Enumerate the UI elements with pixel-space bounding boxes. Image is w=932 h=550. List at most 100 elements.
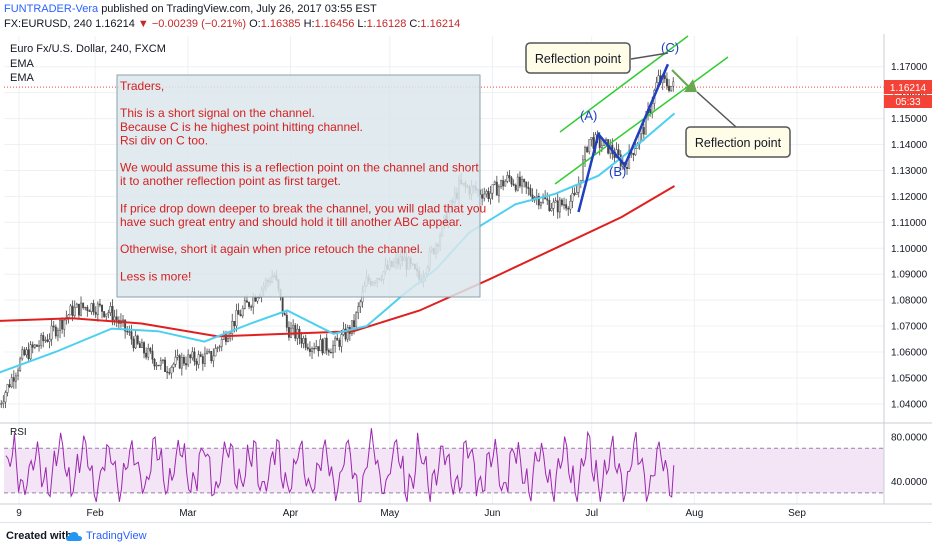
candle-body [550, 208, 553, 212]
candle-body [558, 199, 561, 213]
candle-body [588, 139, 591, 153]
candle-body [235, 310, 238, 327]
footer-brand-link[interactable]: TradingView [86, 530, 147, 542]
candle-body [584, 147, 586, 161]
candle-body [21, 349, 24, 360]
candle-body [67, 314, 70, 318]
candle-body [12, 377, 15, 382]
high-label: H: [303, 18, 315, 30]
candle-body [350, 320, 353, 334]
candle-body [122, 319, 124, 321]
note-line: This is a short signal on the channel. [120, 106, 315, 120]
price-chart[interactable]: 1.170001.160001.150001.140001.130001.120… [0, 34, 932, 522]
candle-body [168, 372, 171, 374]
candle-body [8, 384, 11, 388]
candle-body [571, 193, 574, 202]
callout-top[interactable]: Reflection point [525, 42, 669, 74]
candle-body [527, 186, 530, 189]
candle-body [634, 148, 637, 156]
callout-right[interactable]: Reflection point [685, 91, 791, 158]
candle-body [537, 195, 540, 206]
candle-body [250, 306, 253, 308]
y-tick-label: 1.13000 [891, 166, 928, 177]
candle-body [63, 319, 66, 330]
candle-body [174, 357, 177, 365]
candle-body [35, 344, 38, 347]
legend-ema-1: EMA [10, 58, 35, 70]
candle-body [497, 186, 500, 196]
candle-body [23, 349, 26, 356]
y-tick-label: 1.09000 [891, 270, 928, 281]
candle-body [132, 338, 135, 349]
candle-body [178, 355, 181, 369]
x-tick-label: Apr [283, 508, 299, 519]
candle-body [344, 328, 347, 340]
candle-body [663, 75, 666, 80]
candle-body [325, 337, 328, 351]
candle-body [516, 176, 519, 191]
candle-body [510, 177, 513, 185]
candle-body [203, 353, 206, 364]
candle-body [306, 347, 309, 350]
candle-body [489, 192, 492, 199]
candle-body [483, 193, 486, 199]
chart-area[interactable]: 1.170001.160001.150001.140001.130001.120… [0, 34, 932, 522]
note-box[interactable]: Traders, This is a short signal on the ch… [116, 74, 486, 298]
author-link[interactable]: FUNTRADER-Vera [4, 3, 99, 15]
candle-body [143, 342, 145, 354]
candle-body [147, 348, 150, 358]
candle-body [109, 306, 112, 313]
candle-body [248, 302, 250, 307]
symbol-label: FX:EURUSD, 240 [4, 18, 93, 30]
candle-body [518, 176, 521, 187]
candle-body [304, 338, 307, 348]
legend-ema-2: EMA [10, 72, 35, 84]
low-value: 1.16128 [366, 18, 407, 30]
candle-body [145, 352, 148, 358]
candle-body [210, 351, 213, 362]
candle-body [353, 320, 355, 327]
close-label: C: [409, 18, 421, 30]
candle-body [86, 306, 89, 311]
candle-body [124, 319, 127, 332]
candle-body [199, 354, 202, 357]
note-line: Otherwise, short it again when price ret… [120, 242, 423, 256]
candle-body [514, 184, 517, 191]
candle-body [61, 319, 64, 330]
candle-body [10, 377, 13, 388]
candle-body [512, 183, 515, 186]
candle-body [539, 202, 542, 206]
abc-wave-line [577, 63, 670, 213]
tradingview-cloud-icon [66, 532, 82, 541]
x-tick-label: 9 [16, 508, 22, 519]
candle-body [237, 310, 240, 315]
candle-body [189, 354, 192, 359]
candle-body [525, 181, 528, 188]
candle-body [565, 204, 568, 209]
candle-body [617, 149, 620, 155]
candle-body [136, 335, 139, 344]
candle-body [166, 371, 169, 373]
candle-body [197, 354, 200, 365]
x-tick-label: Feb [87, 508, 105, 519]
candle-body [90, 303, 93, 312]
candle-body [329, 351, 332, 354]
candle-body [140, 342, 143, 348]
candle-body [105, 313, 108, 317]
candle-body [170, 367, 173, 374]
candle-body [302, 338, 305, 344]
candle-body [567, 207, 570, 210]
close-value: 1.16214 [420, 18, 461, 30]
candle-body [193, 351, 196, 362]
candle-body [103, 311, 106, 317]
candle-body [187, 354, 190, 366]
note-line: If price drop down deeper to break the c… [120, 201, 486, 215]
candle-body [84, 306, 87, 309]
candle-body [592, 137, 595, 149]
rsi-tick-label: 80.0000 [891, 433, 928, 444]
candle-body [208, 351, 211, 353]
candle-body [294, 325, 297, 339]
candle-body [216, 347, 219, 349]
candle-body [14, 375, 17, 382]
candle-body [544, 197, 547, 200]
